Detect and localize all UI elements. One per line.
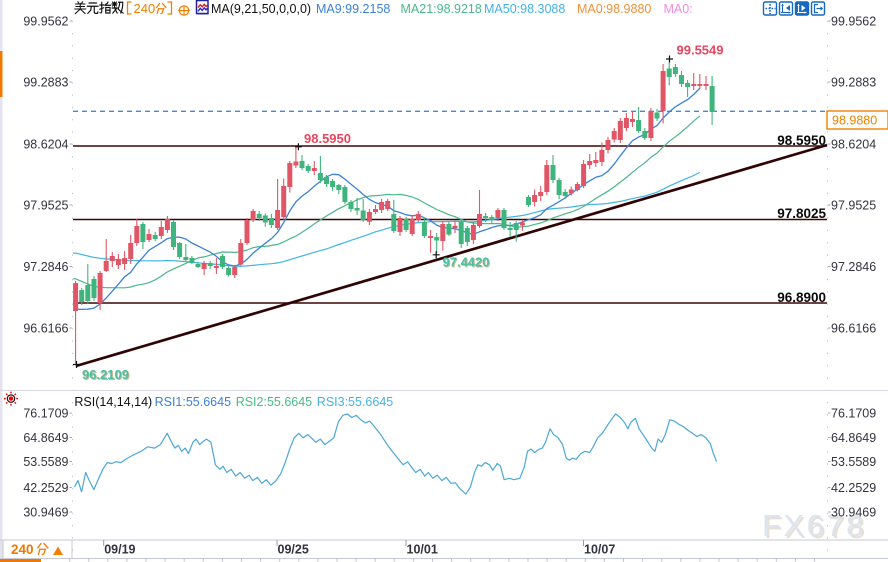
- svg-text:10/07: 10/07: [584, 543, 615, 557]
- svg-text:98.5950: 98.5950: [304, 131, 351, 146]
- svg-text:99.9562: 99.9562: [23, 15, 68, 29]
- svg-text:42.2529: 42.2529: [831, 481, 876, 495]
- svg-text:240: 240: [134, 1, 156, 16]
- svg-text:RSI2:55.6645: RSI2:55.6645: [236, 395, 312, 409]
- svg-text:99.5549: 99.5549: [677, 43, 724, 58]
- svg-text:MA9:99.2158: MA9:99.2158: [316, 2, 390, 16]
- svg-text:98.6204: 98.6204: [23, 138, 68, 152]
- svg-text:RSI1:55.6645: RSI1:55.6645: [155, 395, 231, 409]
- svg-text:MA(9,21,50,0,0,0): MA(9,21,50,0,0,0): [211, 2, 311, 16]
- svg-text:99.2883: 99.2883: [831, 76, 876, 90]
- svg-text:30.9469: 30.9469: [23, 506, 68, 520]
- svg-text:96.6166: 96.6166: [831, 322, 876, 336]
- svg-text:09/19: 09/19: [104, 543, 135, 557]
- svg-text:30.9469: 30.9469: [831, 506, 876, 520]
- svg-text:RSI(14,14,14): RSI(14,14,14): [74, 395, 152, 409]
- svg-text:MA50:98.3088: MA50:98.3088: [484, 2, 565, 16]
- svg-text:99.2883: 99.2883: [23, 76, 68, 90]
- svg-text:96.2109: 96.2109: [82, 367, 129, 382]
- svg-text:MA0:98.9880: MA0:98.9880: [577, 2, 651, 16]
- svg-text:97.8025: 97.8025: [777, 206, 826, 221]
- svg-text:98.5950: 98.5950: [777, 133, 826, 148]
- svg-text:96.6166: 96.6166: [23, 322, 68, 336]
- svg-text:MA0:: MA0:: [664, 2, 693, 16]
- svg-text:RSI3:55.6645: RSI3:55.6645: [317, 395, 393, 409]
- svg-text:76.1709: 76.1709: [831, 407, 876, 421]
- svg-text:97.2846: 97.2846: [23, 260, 68, 274]
- svg-text:240: 240: [11, 542, 34, 557]
- svg-text:MA21:98.9218: MA21:98.9218: [401, 2, 482, 16]
- svg-text:42.2529: 42.2529: [23, 481, 68, 495]
- svg-text:FX678: FX678: [764, 510, 868, 545]
- svg-text:97.4420: 97.4420: [444, 256, 491, 271]
- svg-text:FX678: FX678: [762, 508, 866, 543]
- svg-text:10/01: 10/01: [407, 543, 438, 557]
- svg-text:97.4420: 97.4420: [443, 255, 490, 270]
- svg-text:98.6204: 98.6204: [831, 138, 876, 152]
- svg-text:99.9562: 99.9562: [831, 15, 876, 29]
- svg-text:97.2846: 97.2846: [831, 260, 876, 274]
- svg-text:97.9525: 97.9525: [831, 199, 876, 213]
- svg-text:97.9525: 97.9525: [23, 199, 68, 213]
- svg-text:64.8649: 64.8649: [23, 431, 68, 445]
- svg-text:96.2109: 96.2109: [83, 368, 130, 383]
- svg-text:64.8649: 64.8649: [831, 431, 876, 445]
- svg-text:96.8900: 96.8900: [777, 290, 826, 305]
- svg-text:53.5589: 53.5589: [831, 455, 876, 469]
- svg-text:53.5589: 53.5589: [23, 455, 68, 469]
- svg-text:76.1709: 76.1709: [23, 407, 68, 421]
- svg-text:98.9880: 98.9880: [832, 114, 877, 128]
- svg-text:09/25: 09/25: [278, 543, 309, 557]
